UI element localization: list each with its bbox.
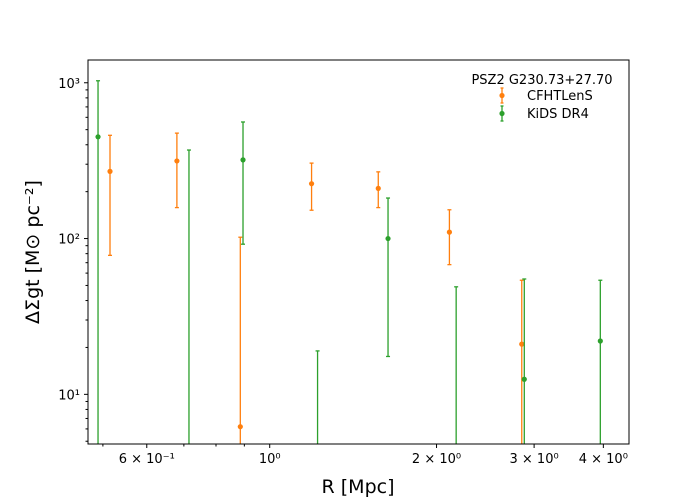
series-kids-dr4	[95, 80, 603, 444]
data-point	[237, 424, 243, 430]
x-ticks: 6 × 10⁻¹ 10⁰ 2 × 10⁰ 3 × 10⁰ 4 × 10⁰	[102, 444, 628, 467]
legend-entry-kids: KiDS DR4	[499, 105, 589, 122]
y-tick-label: 10³	[58, 77, 80, 92]
x-tick-label: 4 × 10⁰	[579, 452, 628, 467]
legend-entry-cfhtlens: CFHTLenS	[499, 87, 593, 104]
x-tick-label: 6 × 10⁻¹	[119, 452, 175, 467]
data-point	[174, 158, 180, 164]
x-tick-label: 3 × 10⁰	[510, 452, 559, 467]
series-cfhtlens	[107, 132, 525, 444]
legend: PSZ2 G230.73+27.70 CFHTLenS KiDS DR4	[471, 73, 612, 122]
y-axis-label: ΔΣgt [M⊙ pc⁻²]	[22, 180, 44, 324]
data-point	[308, 181, 315, 187]
plot-area	[88, 60, 629, 444]
data-point	[446, 229, 453, 235]
data-point	[597, 338, 603, 344]
legend-label-cfhtlens: CFHTLenS	[527, 89, 593, 104]
legend-marker-cfhtlens	[499, 92, 505, 99]
data-point	[240, 157, 246, 163]
series-layer	[95, 80, 603, 444]
x-tick-label: 2 × 10⁰	[412, 452, 461, 467]
legend-label-kids: KiDS DR4	[527, 107, 589, 122]
data-point	[107, 168, 113, 174]
y-ticks: 10¹ 10² 10³	[58, 77, 88, 442]
data-point	[95, 134, 101, 140]
x-tick-label: 10⁰	[259, 452, 281, 467]
legend-marker-kids	[499, 110, 505, 117]
data-point	[385, 235, 391, 242]
y-tick-label: 10²	[58, 233, 80, 248]
x-axis-label: R [Mpc]	[322, 476, 395, 498]
y-tick-label: 10¹	[58, 388, 80, 403]
data-point	[519, 341, 525, 347]
plot-frame	[87, 59, 630, 445]
data-point	[521, 376, 527, 382]
data-point	[375, 185, 381, 191]
legend-title: PSZ2 G230.73+27.70	[471, 73, 612, 88]
